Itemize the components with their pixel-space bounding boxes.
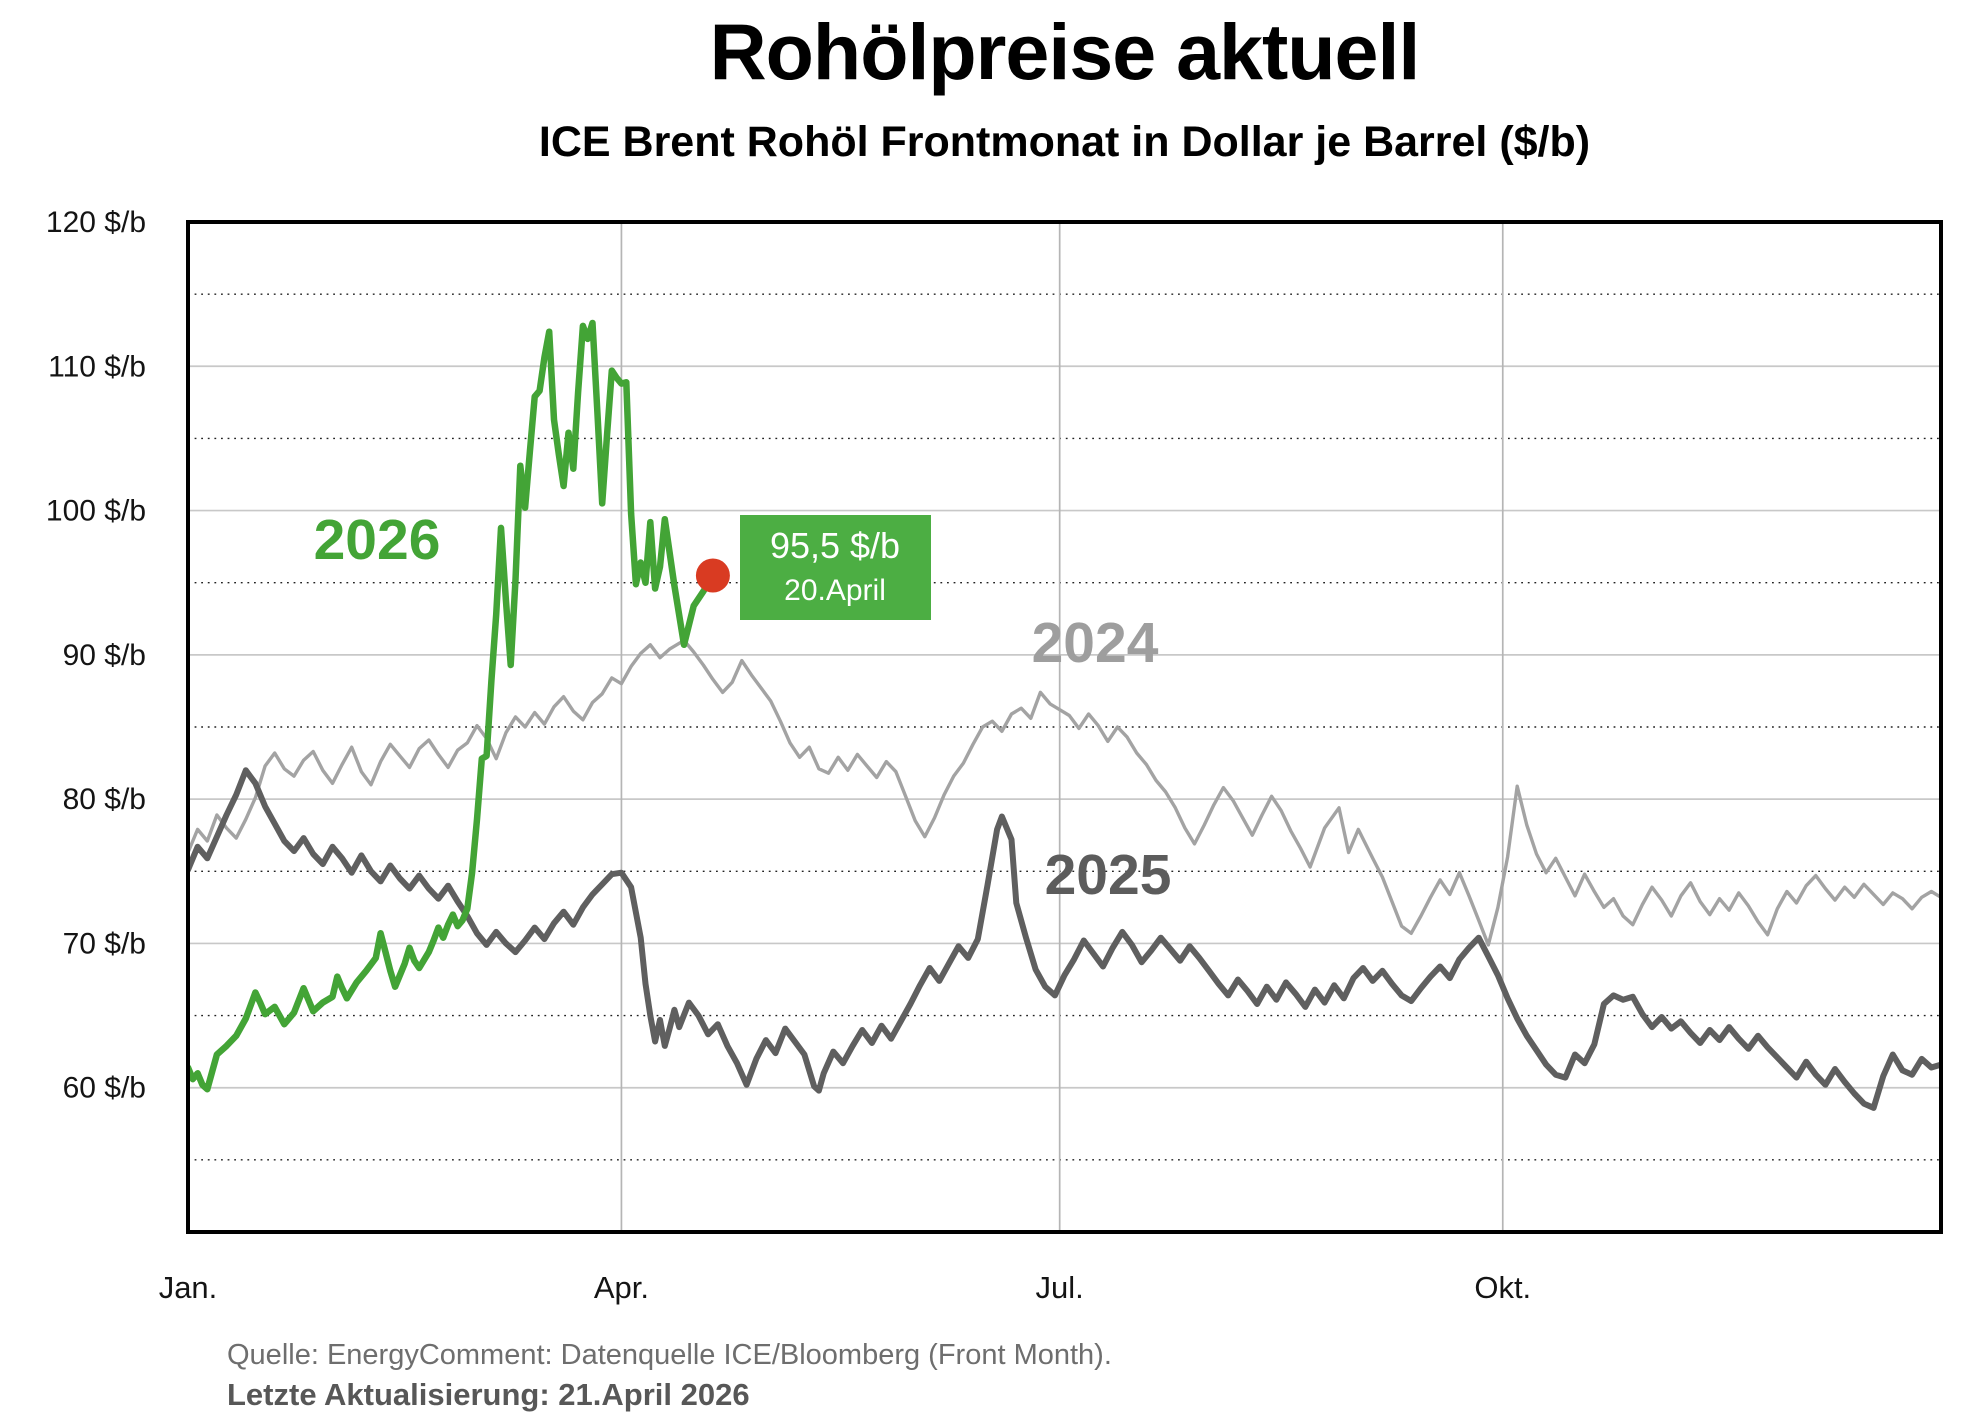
year-label-2025: 2025 [1045, 843, 1172, 907]
price-callout-box [740, 515, 931, 620]
chart-subtitle: ICE Brent Rohöl Frontmonat in Dollar je … [538, 118, 1591, 166]
chart-footer: Quelle: EnergyComment: Datenquelle ICE/B… [227, 1338, 1112, 1414]
y-axis-label: 80 $/b [63, 783, 146, 816]
year-label-2024: 2024 [1032, 611, 1159, 675]
y-axis-label: 60 $/b [63, 1072, 146, 1105]
series-lines [188, 319, 1941, 1111]
gridlines [188, 222, 1941, 1232]
series-2026-line [188, 319, 717, 1093]
year-label-2026: 2026 [314, 508, 441, 572]
series-2024-line [188, 638, 1941, 947]
last-price-dot [695, 558, 730, 593]
y-axis-label: 100 $/b [46, 495, 146, 528]
y-axis-label: 70 $/b [63, 927, 146, 960]
series-2025-line [188, 767, 1941, 1111]
price-callout-date: 20.April [784, 574, 886, 607]
plot-frame [186, 220, 1943, 1234]
x-axis-label: Apr. [594, 1270, 649, 1305]
price-callout: 95,5 $/b 20.April [740, 515, 931, 620]
y-axis-label: 120 $/b [46, 206, 146, 239]
x-axis-label: Jul. [1036, 1270, 1084, 1305]
x-axis-label: Jan. [159, 1270, 218, 1305]
y-axis-label: 90 $/b [63, 639, 146, 672]
last-updated-note: Letzte Aktualisierung: 21.April 2026 [227, 1377, 750, 1413]
price-callout-value: 95,5 $/b [770, 525, 900, 566]
y-axis-label: 110 $/b [48, 350, 146, 383]
x-axis-label: Okt. [1474, 1270, 1531, 1305]
chart-title: Rohölpreise aktuell [709, 7, 1421, 96]
axis-tick-labels: 60 $/b 70 $/b 80 $/b 90 $/b 100 $/b 110 $/b 12… [46, 206, 1531, 1305]
source-note: Quelle: EnergyComment: Datenquelle ICE/B… [227, 1339, 1112, 1371]
